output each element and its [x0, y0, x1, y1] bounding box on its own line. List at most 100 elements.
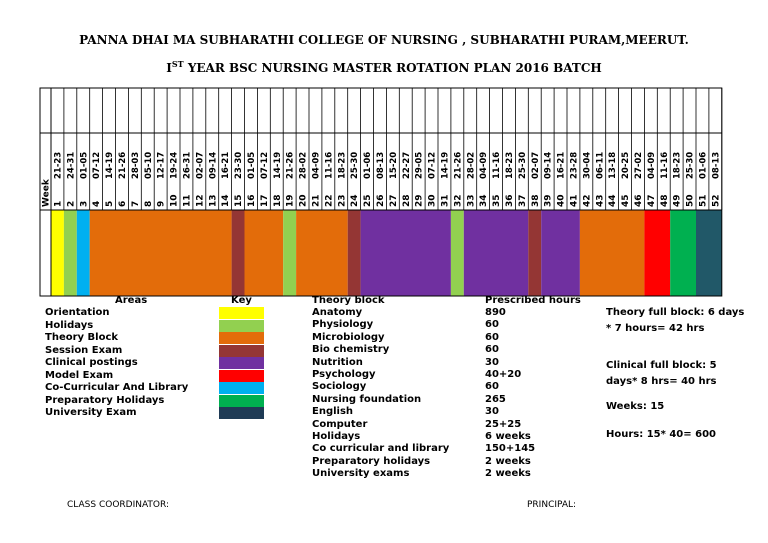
theory-hours: 2 weeks [485, 455, 531, 467]
theory-subject: Psychology [312, 369, 376, 380]
week-date: 21-26 [453, 152, 463, 179]
theory-hours: 6 weeks [485, 431, 531, 442]
week-number: 36 [505, 194, 515, 207]
principal-label: PRINCIPAL: [527, 500, 577, 510]
week-date: 04-09 [647, 152, 657, 179]
week-date: 07-12 [92, 152, 102, 179]
week-number: 4 [92, 201, 102, 207]
week-number: 38 [531, 194, 541, 207]
block-session-exam [528, 210, 542, 296]
theory-hours: 265 [485, 393, 506, 405]
week-date: 16-21 [557, 152, 567, 179]
week-date: 14-19 [440, 152, 450, 179]
theory-hours: 150+145 [485, 443, 536, 455]
plan-title-sup: ST [171, 59, 184, 69]
week-number: 30 [428, 194, 438, 207]
week-number: 18 [273, 194, 283, 207]
legend-area-label: Session Exam [45, 344, 123, 356]
week-number: 39 [544, 194, 554, 207]
week-number: 46 [634, 194, 644, 207]
theory-hours: 60 [485, 331, 499, 343]
note-weeks: Weeks: 15 [606, 401, 665, 412]
block-holidays [283, 210, 297, 296]
week-number: 3 [79, 201, 89, 207]
week-date: 01-06 [363, 152, 373, 179]
week-date: 07-12 [428, 152, 438, 179]
theory-header: Theory block [312, 295, 385, 306]
week-date: 25-30 [518, 152, 528, 179]
hours-header: Prescribed hours [485, 295, 581, 306]
week-date: 04-09 [479, 152, 489, 179]
week-number: 33 [466, 194, 476, 207]
block-model-exam [644, 210, 671, 296]
week-date: 07-12 [260, 152, 270, 179]
plan-title-rest: YEAR BSC NURSING MASTER ROTATION PLAN 20… [183, 61, 602, 75]
week-date: 14-19 [105, 152, 115, 179]
week-number: 34 [479, 194, 489, 207]
week-date: 18-23 [673, 152, 683, 179]
week-number: 7 [131, 201, 141, 207]
week-date: 01-05 [247, 152, 257, 179]
week-date: 09-14 [544, 152, 554, 179]
week-date: 19-24 [170, 152, 180, 179]
theory-subject: Anatomy [312, 307, 363, 318]
theory-hours: 25+25 [485, 418, 522, 430]
week-number: 9 [157, 201, 167, 207]
week-date: 21-23 [53, 152, 63, 179]
week-date: 15-20 [389, 152, 399, 179]
week-number: 43 [595, 194, 605, 207]
theory-subject: English [312, 406, 354, 418]
week-date: 18-23 [505, 152, 515, 179]
block-orientation [51, 210, 64, 296]
week-number: 28 [402, 194, 412, 207]
week-number: 10 [170, 194, 180, 207]
theory-hours: 890 [485, 307, 506, 318]
week-date: 23-30 [234, 152, 244, 179]
legend-key-swatch [219, 319, 264, 332]
week-label: Week [42, 178, 52, 207]
block-theory-block [296, 210, 348, 296]
week-date: 08-13 [376, 152, 386, 179]
legend-key-swatch [219, 382, 264, 394]
legend-area-label: Theory Block [45, 332, 119, 343]
theory-subject: Holidays [312, 431, 361, 442]
week-date: 22-27 [402, 152, 412, 179]
class-coordinator-label: CLASS COORDINATOR: [67, 500, 170, 510]
week-number: 17 [260, 194, 270, 207]
theory-subject: Bio chemistry [312, 344, 390, 356]
week-date: 21-26 [118, 152, 128, 179]
week-date: 09-14 [208, 152, 218, 179]
block-holidays [63, 210, 77, 296]
legend-key-swatch [219, 357, 264, 369]
week-date: 28-02 [299, 152, 309, 179]
week-date: 01-06 [698, 152, 708, 179]
block-clinical-postings [360, 210, 451, 296]
theory-hours: 30 [485, 356, 499, 368]
legend-area-label: Clinical postings [45, 357, 138, 368]
note-theory-full-block: Theory full block: 6 days * 7 hours= 42 … [606, 307, 745, 334]
week-number: 27 [389, 194, 399, 207]
block-tail [696, 210, 722, 296]
legend-key-swatch [219, 407, 264, 419]
week-number: 16 [247, 194, 257, 207]
week-date: 28-03 [131, 152, 141, 179]
week-date: 24-31 [66, 152, 76, 179]
week-date: 20-25 [621, 152, 631, 179]
week-date: 25-30 [686, 152, 696, 179]
week-date: 27-02 [634, 152, 644, 179]
week-number: 6 [118, 201, 128, 207]
block-co-curricular-and-library [76, 210, 90, 296]
week-number: 22 [324, 194, 334, 207]
week-number: 51 [698, 194, 708, 207]
week-date: 02-07 [531, 152, 541, 179]
week-number: 14 [221, 194, 231, 207]
legend-area-label: Preparatory Holidays [45, 394, 165, 406]
week-number: 40 [557, 194, 567, 207]
week-date: 02-07 [195, 152, 205, 179]
week-date: 23-28 [569, 152, 579, 179]
areas-header: Areas [115, 295, 148, 306]
week-number: 26 [376, 194, 386, 207]
week-date: 04-09 [311, 152, 321, 179]
plan-title-prefix: I [166, 61, 172, 75]
week-date: 18-23 [337, 152, 347, 179]
